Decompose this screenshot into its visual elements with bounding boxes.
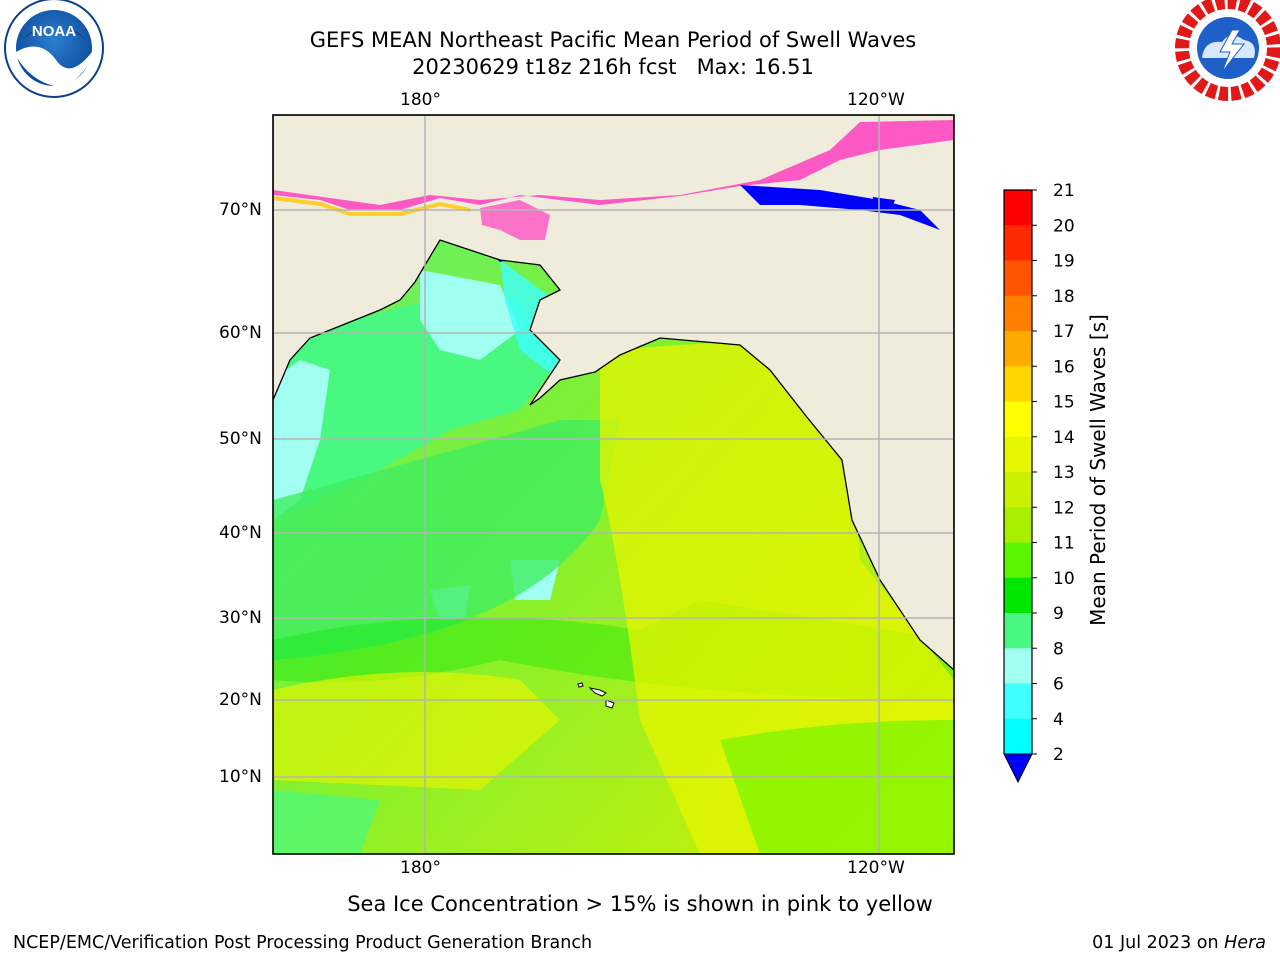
colorbar-tick-label: 21 (1053, 181, 1075, 201)
lon-tick-bottom-120w: 120°W (847, 858, 905, 878)
colorbar-segment (1004, 331, 1032, 367)
chart-title-line2: 20230629 t18z 216h fcst Max: 16.51 (412, 55, 814, 79)
colorbar-segment (1004, 260, 1032, 297)
chart-title-line1: GEFS MEAN Northeast Pacific Mean Period … (309, 28, 917, 52)
colorbar-segment (1004, 683, 1032, 720)
colorbar-tick-label: 11 (1053, 534, 1075, 554)
lat-tick-60n: 60°N (219, 323, 262, 343)
colorbar-tick-label: 13 (1053, 463, 1075, 483)
noaa-logo-text: NOAA (32, 23, 76, 40)
colorbar-tick-label: 6 (1053, 675, 1064, 695)
colorbar-tick-label: 18 (1053, 287, 1075, 307)
noaa-logo-icon: NOAA (4, 0, 104, 98)
colorbar-segment (1004, 718, 1032, 755)
colorbar-segment (1004, 436, 1032, 473)
map-panel (272, 114, 955, 855)
colorbar-segment (1004, 190, 1032, 226)
colorbar-segment (1004, 472, 1032, 508)
lat-tick-50n: 50°N (219, 429, 262, 449)
lon-tick-top-180: 180° (400, 90, 441, 110)
colorbar-tick-label: 19 (1053, 252, 1075, 272)
colorbar: 21 20 19 18 17 16 15 14 13 12 11 10 9 8 6 4 2 (1003, 181, 1075, 784)
lat-tick-30n: 30°N (219, 608, 262, 628)
nws-logo-icon (1175, 0, 1280, 101)
colorbar-segment (1004, 577, 1032, 614)
colorbar-segment (1004, 507, 1032, 543)
map-frame (272, 114, 955, 855)
colorbar-segment (1004, 401, 1032, 438)
colorbar-under-arrow (1003, 753, 1033, 784)
colorbar-tick-label: 2 (1053, 745, 1064, 765)
lon-tick-top-120w: 120°W (847, 90, 905, 110)
footer-date: 01 Jul 2023 on Hera (1092, 932, 1266, 954)
lat-tick-10n: 10°N (219, 767, 262, 787)
colorbar-tick-label: 9 (1053, 604, 1064, 624)
colorbar-segment (1004, 295, 1032, 332)
colorbar-segment (1004, 225, 1032, 261)
sea-ice-note: Sea Ice Concentration > 15% is shown in … (347, 892, 933, 916)
lat-tick-20n: 20°N (219, 690, 262, 710)
lat-tick-70n: 70°N (219, 200, 262, 220)
colorbar-tick-label: 15 (1053, 393, 1075, 413)
colorbar-tick-label: 17 (1053, 322, 1075, 342)
footer-date-text: 01 Jul 2023 on (1092, 933, 1219, 953)
colorbar-label: Mean Period of Swell Waves [s] (1086, 314, 1110, 626)
colorbar-segment (1004, 366, 1032, 402)
colorbar-tick-label: 4 (1053, 710, 1064, 730)
colorbar-tick-label: 12 (1053, 498, 1075, 518)
colorbar-tick-label: 10 (1053, 569, 1075, 589)
lon-tick-bottom-180: 180° (400, 858, 441, 878)
colorbar-tick-label: 16 (1053, 357, 1075, 377)
footer-host: Hera (1224, 933, 1266, 953)
colorbar-tick-label: 8 (1053, 639, 1064, 659)
footer-branch: NCEP/EMC/Verification Post Processing Pr… (13, 933, 593, 953)
colorbar-tick-label: 14 (1053, 428, 1075, 448)
colorbar-segment (1004, 542, 1032, 579)
colorbar-segment (1004, 613, 1032, 649)
lat-tick-40n: 40°N (219, 523, 262, 543)
colorbar-segment (1004, 648, 1032, 684)
colorbar-tick-label: 20 (1053, 216, 1075, 236)
